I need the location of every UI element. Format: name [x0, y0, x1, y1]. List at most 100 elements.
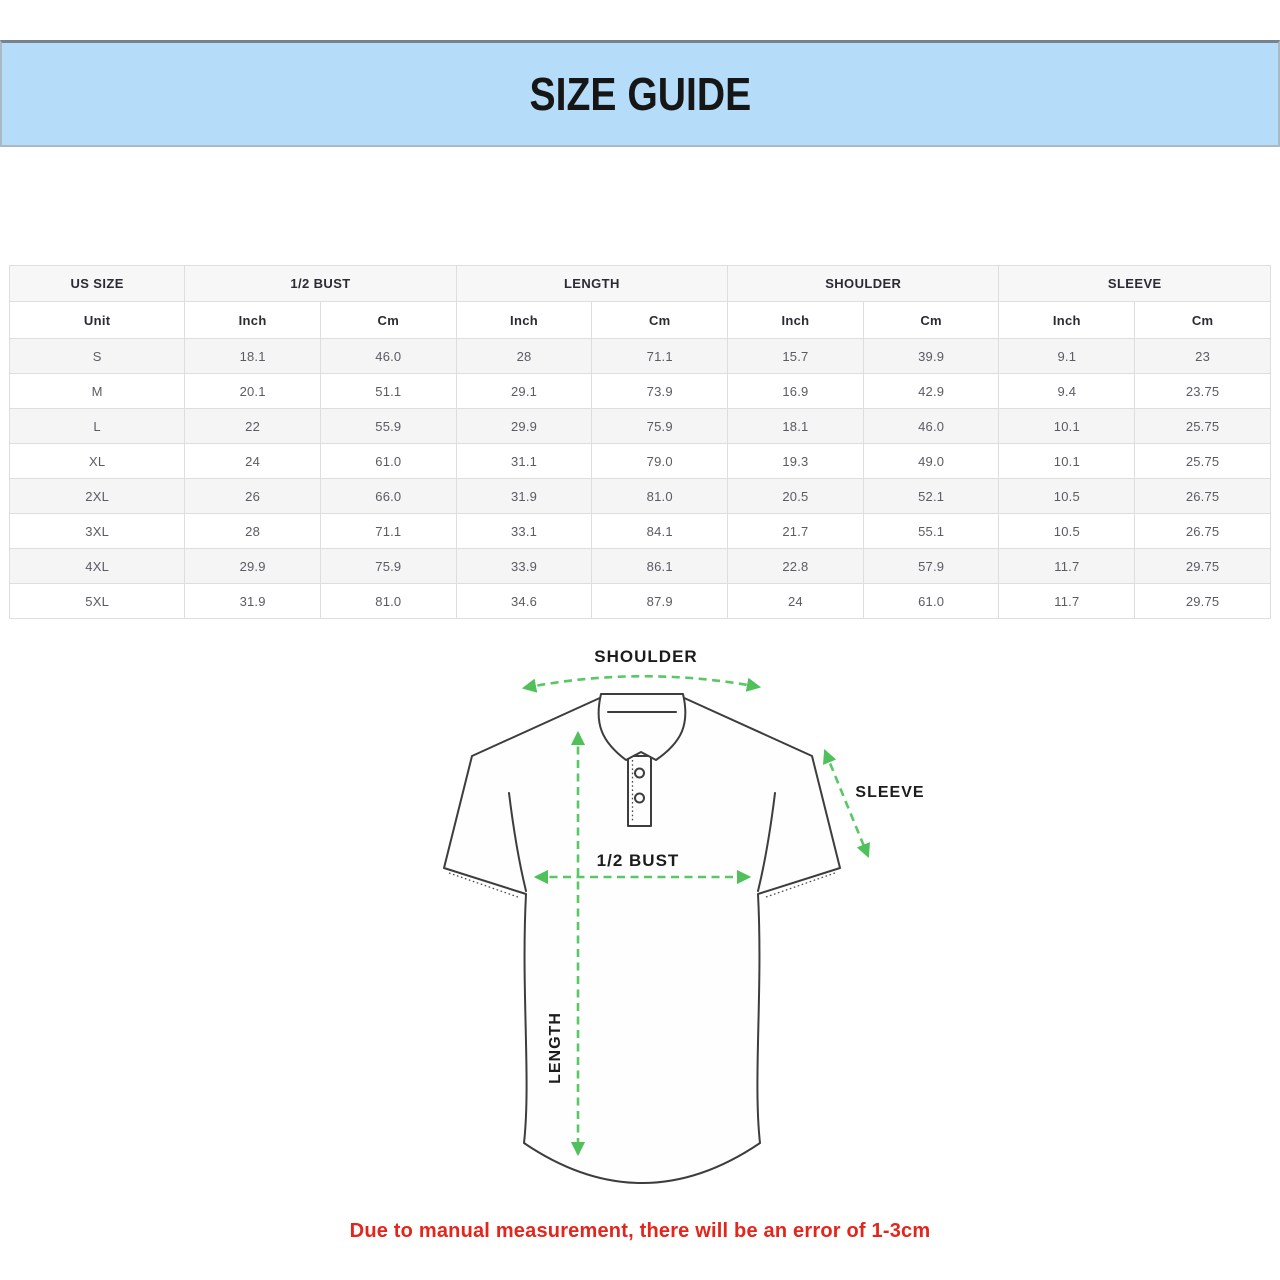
measurement-cell: 84.1 [591, 513, 729, 549]
size-table-wrap: US SIZE 1/2 BUST LENGTH SHOULDER SLEEVE … [8, 265, 1271, 619]
table-row: XL 24 61.0 31.1 79.0 19.3 49.0 10.1 25.75 [8, 443, 1271, 479]
size-label-cell: XL [8, 443, 186, 479]
unit-cell: Inch [998, 301, 1136, 339]
measurement-cell: 10.1 [998, 443, 1136, 479]
measurement-cell: 26.75 [1134, 513, 1271, 549]
measurement-cell: 73.9 [591, 373, 729, 409]
measurement-cell: 34.6 [455, 583, 593, 619]
measurement-cell: 42.9 [862, 373, 1000, 409]
measurement-cell: 29.75 [1134, 548, 1271, 584]
header-sleeve: SLEEVE [998, 265, 1271, 302]
bust-measure-label: 1/2 BUST [597, 851, 680, 870]
measurement-cell: 46.0 [862, 408, 1000, 444]
measurement-cell: 29.9 [184, 548, 321, 584]
measurement-cell: 25.75 [1134, 408, 1271, 444]
header-shoulder: SHOULDER [727, 265, 1000, 302]
measurement-cell: 29.1 [455, 373, 593, 409]
measurement-cell: 31.9 [455, 478, 593, 514]
measurement-cell: 24 [184, 443, 321, 479]
measurement-cell: 61.0 [862, 583, 1000, 619]
sleeve-arrow [822, 749, 871, 858]
measurement-cell: 57.9 [862, 548, 1000, 584]
size-label-cell: 4XL [8, 548, 186, 584]
table-row: 2XL 26 66.0 31.9 81.0 20.5 52.1 10.5 26.75 [8, 478, 1271, 514]
size-label-cell: L [8, 408, 186, 444]
measurement-cell: 31.9 [184, 583, 321, 619]
table-row: 5XL 31.9 81.0 34.6 87.9 24 61.0 11.7 29.75 [8, 583, 1271, 619]
measurement-cell: 9.1 [998, 338, 1136, 374]
measurement-cell: 20.5 [727, 478, 864, 514]
left-armhole-seam [508, 792, 527, 892]
measurement-cell: 11.7 [998, 548, 1136, 584]
right-armhole-seam [757, 792, 776, 892]
measurement-cell: 61.0 [319, 443, 457, 479]
measurement-cell: 20.1 [184, 373, 321, 409]
measurement-cell: 39.9 [862, 338, 1000, 374]
header-length: LENGTH [455, 265, 729, 302]
size-label-cell: M [8, 373, 186, 409]
measurement-cell: 18.1 [727, 408, 864, 444]
shirt-measurement-diagram: SHOULDER SLEEVE 1/2 BUST LENGTH [443, 647, 924, 1184]
measurement-cell: 81.0 [319, 583, 457, 619]
measurement-cell: 33.1 [455, 513, 593, 549]
measurement-cell: 33.9 [455, 548, 593, 584]
measurement-cell: 29.9 [455, 408, 593, 444]
measurement-cell: 25.75 [1134, 443, 1271, 479]
table-row: L 22 55.9 29.9 75.9 18.1 46.0 10.1 25.75 [8, 408, 1271, 444]
collar [597, 693, 687, 761]
size-table: US SIZE 1/2 BUST LENGTH SHOULDER SLEEVE … [8, 265, 1271, 619]
table-row: 3XL 28 71.1 33.1 84.1 21.7 55.1 10.5 26.75 [8, 513, 1271, 549]
measurement-cell: 23 [1134, 338, 1271, 374]
header-us-size: US SIZE [8, 265, 186, 302]
measurement-cell: 31.1 [455, 443, 593, 479]
measurement-cell: 24 [727, 583, 864, 619]
banner: SIZE GUIDE [0, 40, 1280, 147]
button [634, 792, 645, 804]
size-label-cell: 5XL [8, 583, 186, 619]
table-group-header-row: US SIZE 1/2 BUST LENGTH SHOULDER SLEEVE [8, 265, 1271, 302]
measurement-cell: 87.9 [591, 583, 729, 619]
table-row: M 20.1 51.1 29.1 73.9 16.9 42.9 9.4 23.75 [8, 373, 1271, 409]
measurement-cell: 52.1 [862, 478, 1000, 514]
measurement-cell: 26 [184, 478, 321, 514]
unit-cell: Cm [862, 301, 1000, 339]
measurement-cell: 22.8 [727, 548, 864, 584]
shoulder-measure-label: SHOULDER [594, 647, 697, 666]
unit-cell: Cm [319, 301, 457, 339]
unit-cell: Inch [455, 301, 593, 339]
polo-shirt-outline [443, 696, 841, 1184]
measurement-cell: 10.1 [998, 408, 1136, 444]
size-label-cell: 3XL [8, 513, 186, 549]
measurement-cell: 28 [184, 513, 321, 549]
measurement-cell: 71.1 [591, 338, 729, 374]
page-title: SIZE GUIDE [529, 68, 751, 120]
measurement-cell: 9.4 [998, 373, 1136, 409]
table-unit-row: Unit Inch Cm Inch Cm Inch Cm Inch Cm [8, 301, 1271, 339]
table-row: 4XL 29.9 75.9 33.9 86.1 22.8 57.9 11.7 29.75 [8, 548, 1271, 584]
measurement-cell: 19.3 [727, 443, 864, 479]
table-row: S 18.1 46.0 28 71.1 15.7 39.9 9.1 23 [8, 338, 1271, 374]
length-measure-label: LENGTH [547, 1012, 564, 1084]
measurement-cell: 10.5 [998, 478, 1136, 514]
sleeve-measure-label: SLEEVE [855, 784, 924, 801]
measurement-cell: 21.7 [727, 513, 864, 549]
measurement-cell: 86.1 [591, 548, 729, 584]
measurement-cell: 55.9 [319, 408, 457, 444]
measurement-cell: 28 [455, 338, 593, 374]
measurement-cell: 26.75 [1134, 478, 1271, 514]
measurement-cell: 15.7 [727, 338, 864, 374]
unit-cell: Cm [591, 301, 729, 339]
measurement-disclaimer: Due to manual measurement, there will be… [349, 1220, 931, 1242]
unit-cell: Unit [8, 301, 186, 339]
measurement-cell: 18.1 [184, 338, 321, 374]
size-label-cell: S [8, 338, 186, 374]
measurement-cell: 71.1 [319, 513, 457, 549]
size-table-body: S 18.1 46.0 28 71.1 15.7 39.9 9.1 23 M 20.1 51.1 29.… [8, 338, 1271, 619]
measurement-cell: 11.7 [998, 583, 1136, 619]
header-half-bust: 1/2 BUST [184, 265, 457, 302]
measurement-cell: 23.75 [1134, 373, 1271, 409]
unit-cell: Inch [184, 301, 321, 339]
unit-cell: Cm [1134, 301, 1271, 339]
measurement-cell: 75.9 [319, 548, 457, 584]
